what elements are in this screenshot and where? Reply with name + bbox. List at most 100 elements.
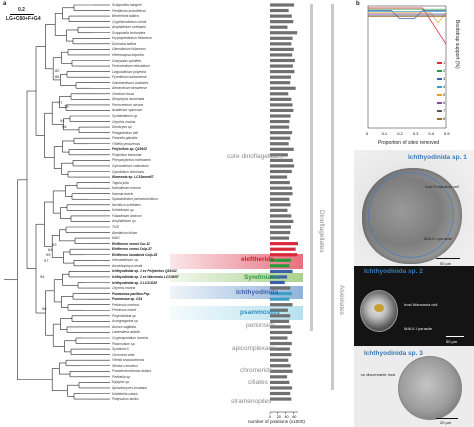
taxon-label: Fabadinium amicum [112,213,142,218]
taxon-label: Togula jolla [112,180,129,185]
legend-item: 2 [437,68,445,73]
bar [270,142,289,146]
alveolates-label: Alveolates [338,285,345,315]
taxon-label: TGD [112,225,119,229]
panel-b-legend: 1 2 3 4 5 6 7 8 [437,60,451,130]
panel-b-x-tick: 0.2 [397,131,403,136]
taxon-label: Polyrhabdina sp. [112,313,137,318]
taxon-label: Ichthyodinida sp. 2 ex Warnowia LC31W97 [112,274,179,279]
bootstrap-value: 97 [44,258,49,263]
group-psammosids: psammosids [240,309,280,316]
bar [270,14,292,18]
scale-bar-line [10,14,34,15]
bar [270,219,294,224]
taxon-label: Crypthecodinium cohnii [112,19,147,24]
taxon-label: Chromera velia [112,352,135,357]
panel-c-host-label: host Polykrikos cell [425,184,460,189]
panel-b-x-tick: 0.4 [428,131,434,136]
bar [270,358,289,362]
bar [270,97,292,101]
bar [270,64,293,68]
bootstrap-value: 94 [40,274,45,279]
taxon-label: Ichthyodinida sp. 1 ex Polykrikos Q19102 [112,269,177,274]
bootstrap-value: 98 [42,306,47,311]
bar [270,208,288,212]
taxon-label: Pseudomicrothorax dubius [112,369,152,374]
legend-swatch [437,110,442,112]
bootstrap-value: 98 [62,124,67,129]
bar [270,297,290,301]
bar [270,197,290,201]
bootstrap-value: 95 [46,252,51,257]
bar [270,103,293,107]
legend-item: 7 [437,108,445,113]
taxon-label: Ceratium fusus [112,91,135,96]
taxon-label: Polykrikos sp. Q19102 [112,147,148,152]
bar [270,158,293,162]
taxon-label: Durinskia baltica [112,41,137,46]
taxon-label: Pelagodinium beii [112,130,139,135]
syndiniales-band [170,273,303,282]
bar [270,175,288,179]
taxon-label: Peridinium aciculiferum [112,8,147,13]
legend-item: 6 [437,100,445,105]
bar [270,20,294,24]
bar [270,286,291,290]
taxon-label: Aphanomyces invadans [112,385,148,390]
bar [270,364,291,368]
taxon-label: Lankesteria abbotti [112,330,140,335]
bar [270,230,291,235]
panel-d-scale-label: 50 µm [446,339,458,344]
bar [270,192,293,196]
panel-b-x-tick: 0 [366,131,369,136]
bar [270,58,295,63]
taxon-label: Warnowia sp. LC31warn87 [112,175,154,180]
taxon-label: MGD [112,236,120,241]
panel-c-title: Ichthyodinida sp. 1 [408,154,467,161]
bar [270,347,290,351]
taxon-label: Gonyaulax spinifera [112,58,142,63]
bar [270,181,290,185]
bar [270,303,293,307]
taxon-label: Amphidinium sp. [112,219,137,224]
bar [270,186,293,190]
panel-e-scale-bar [436,418,458,419]
legend-swatch [437,70,442,72]
eleftherids-band [170,254,303,269]
taxon-label: Perkinsus olseni [112,308,137,313]
taxon-label: Symbiont X [112,347,129,352]
bootstrap-value: 75 [64,104,69,109]
bar [270,136,291,140]
legend-swatch [437,86,442,88]
bar [270,31,298,35]
taxon-label: Gyrodinium dominans [112,169,145,174]
bar [270,36,293,40]
panel-a-letter: a [3,1,7,7]
bar [270,125,290,129]
taxon-label: Karlodinium micrum [112,186,142,191]
parasite-outline [368,172,454,258]
taxa-labels: Scrippsiella hangoei Peridinium aciculife… [112,0,179,427]
legend-label: 1 [443,60,446,65]
group-eleftherids: eleftherids [241,256,274,263]
panel-b-ylabel-wrap: Bootstrap support (%) [452,20,462,120]
taxon-label: Dinophysis acuminata [112,97,145,102]
legend-label: 2 [443,68,446,73]
taxon-label: Yihiella yeosuensis [112,141,140,146]
panel-e-scale-label: 20 µm [440,420,452,425]
bar [270,292,292,296]
group-stramenopiles: stramenopiles [231,398,272,405]
bar [270,391,291,396]
legend-swatch [437,78,442,80]
legend-item: 5 [437,92,445,97]
bar [270,386,293,390]
group-ichthyodinida: Ichthyodinida [236,289,279,296]
bar [270,325,291,329]
bar [270,214,292,218]
bar [270,353,292,357]
taxon-label: Gambierdiscus australes [112,80,149,85]
group-chromerids: chromerids [240,367,273,374]
taxon-label: Perkinsus marinus [112,302,140,307]
group-core-dinoflagellates: core dinoflagellates [227,153,284,160]
